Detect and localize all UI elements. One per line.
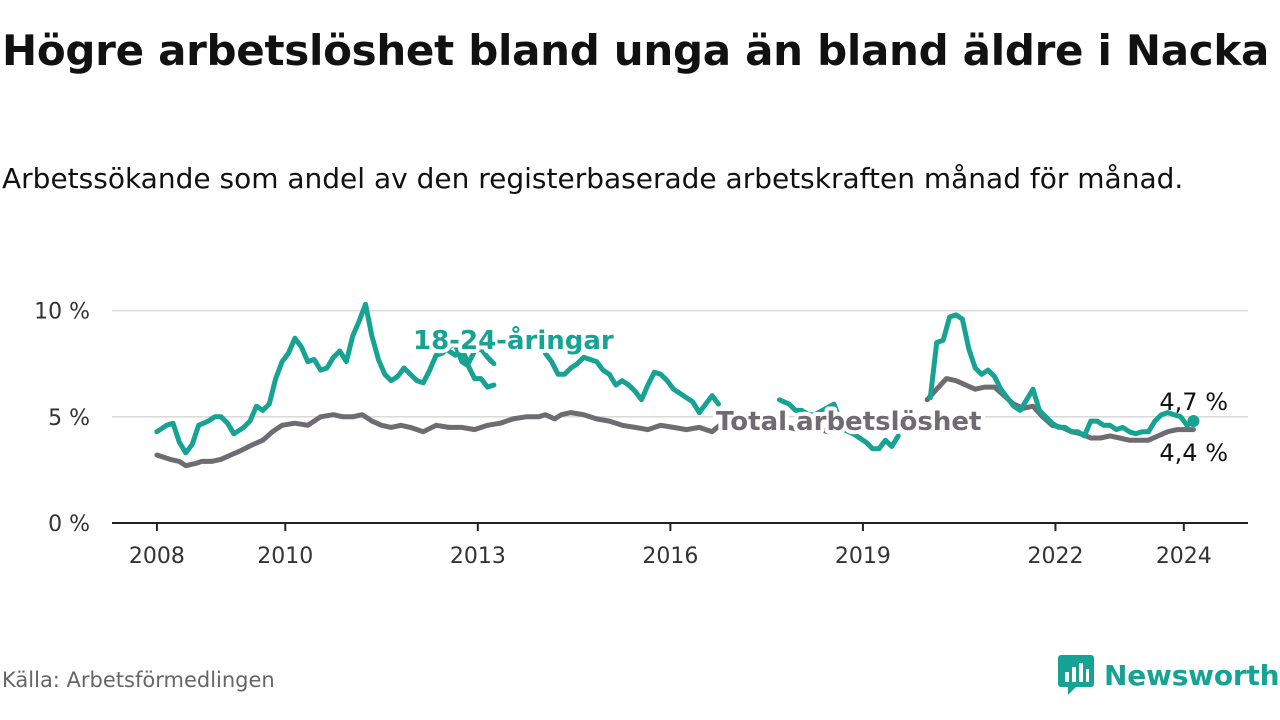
end-label-total: 4,4 %: [1159, 439, 1228, 467]
series-end-marker: [1187, 415, 1200, 428]
x-tick-label: 2016: [642, 544, 698, 569]
series-line-young: [777, 397, 901, 452]
series-line-young: [154, 301, 497, 456]
series-line-young: [446, 346, 497, 367]
brand-name: Newsworthy: [1104, 658, 1280, 692]
end-label-young: 4,7 %: [1159, 388, 1228, 416]
x-tick-label: 2010: [257, 544, 313, 569]
y-tick-label: 5 %: [48, 406, 90, 431]
x-tick-label: 2024: [1156, 544, 1212, 569]
x-tick-label: 2013: [450, 544, 506, 569]
brand-logo: Newsworthy: [1058, 654, 1280, 696]
x-tick-label: 2019: [835, 544, 891, 569]
x-tick-label: 2022: [1027, 544, 1083, 569]
chart-subtitle: Arbetssökande som andel av den registerb…: [2, 162, 1184, 195]
newsworthy-logo-icon: [1058, 655, 1094, 695]
x-tick-label: 2008: [129, 544, 185, 569]
series-label-young: 18-24-åringar: [413, 324, 614, 356]
series-line-total: [154, 410, 831, 469]
chart-title: Högre arbetslöshet bland unga än bland ä…: [2, 26, 1270, 75]
source-note: Källa: Arbetsförmedlingen: [2, 668, 275, 692]
series-line-young: [927, 312, 1196, 439]
series-line-young: [542, 350, 721, 416]
y-tick-label: 0 %: [48, 512, 90, 537]
series-label-total: Total arbetslöshet: [716, 407, 981, 437]
y-tick-label: 10 %: [34, 300, 90, 325]
